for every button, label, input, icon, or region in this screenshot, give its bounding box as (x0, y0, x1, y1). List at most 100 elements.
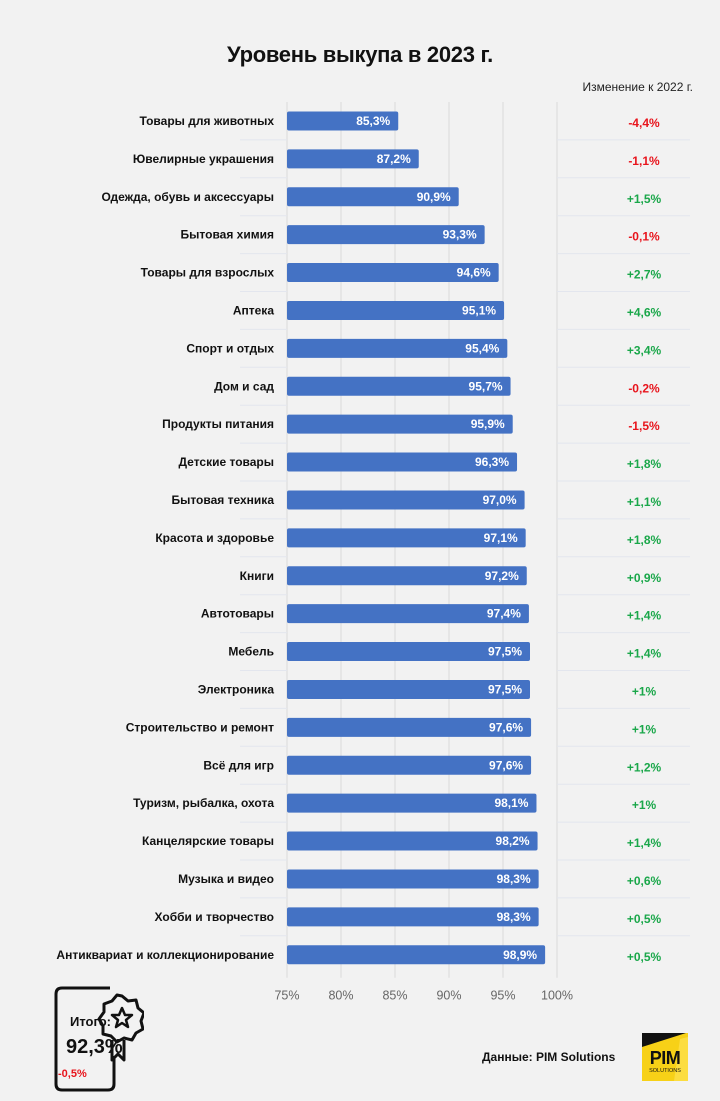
change-label: +0,6% (627, 874, 662, 888)
change-label: -1,5% (628, 419, 660, 433)
bar-value-label: 97,4% (487, 607, 521, 621)
bar (287, 945, 546, 965)
category-labels: Товары для животных Ювелирные украшения Од… (56, 114, 274, 962)
change-label: +1,4% (627, 836, 662, 850)
category-label: Бытовая химия (181, 228, 274, 242)
category-label: Антиквариат и коллекционирование (56, 948, 274, 962)
bar-value-label: 97,6% (489, 720, 523, 734)
change-label: +1% (632, 722, 657, 736)
pim-solutions-logo (642, 1033, 688, 1081)
row-separators (240, 139, 690, 937)
bar (287, 490, 525, 510)
category-label: Музыка и видео (178, 872, 274, 886)
bar (287, 717, 532, 737)
bar-value-label: 98,1% (494, 796, 528, 810)
bar-value-label: 85,3% (356, 114, 390, 128)
change-label: +1,8% (627, 533, 662, 547)
bar-chart: 85,3% 87,2% 90,9% 93,3% 94,6% 95,1% 95,4% 95,7%… (56, 102, 690, 1000)
category-label: Ювелирные украшения (133, 152, 274, 166)
change-label: +1,5% (627, 192, 662, 206)
category-label: Канцелярские товары (142, 834, 274, 848)
bar (287, 414, 513, 434)
bar-value-label: 97,0% (483, 493, 517, 507)
bar (287, 149, 419, 169)
chart-title: Уровень выкупа в 2023 г. (227, 42, 493, 67)
bar (287, 225, 485, 245)
x-tick-label: 75% (274, 989, 299, 1000)
bar (287, 528, 526, 548)
total-label: Итого: (70, 1014, 111, 1029)
change-label: -4,4% (628, 116, 660, 130)
bar (287, 604, 529, 624)
logo-text: PIM (649, 1048, 681, 1068)
bar-value-label: 98,2% (496, 834, 530, 848)
bar-value-label: 98,3% (497, 910, 531, 924)
bar-value-label: 97,5% (488, 645, 522, 659)
category-label: Бытовая техника (171, 493, 274, 507)
category-label: Красота и здоровье (155, 531, 274, 545)
category-label: Книги (240, 569, 274, 583)
category-label: Товары для животных (140, 114, 275, 128)
bar (287, 831, 538, 851)
change-label: +0,5% (627, 912, 662, 926)
bar (287, 642, 530, 662)
bar (287, 907, 539, 927)
bar-value-label: 97,5% (488, 682, 522, 696)
bar (287, 376, 511, 396)
bar-value-label: 97,6% (489, 758, 523, 772)
x-axis-ticks: 75% 80% 85% 90% 95% 100% (274, 989, 573, 1000)
bar (287, 566, 527, 586)
x-tick-label: 90% (436, 989, 461, 1000)
change-label: +3,4% (627, 343, 662, 357)
bar (287, 755, 532, 775)
bar-value-label: 95,7% (469, 379, 503, 393)
change-label: +0,5% (627, 950, 662, 964)
bar (287, 869, 539, 889)
change-label: +1,4% (627, 647, 662, 661)
x-tick-label: 95% (490, 989, 515, 1000)
bar (287, 263, 499, 283)
category-label: Детские товары (178, 455, 274, 469)
bar-value-label: 98,3% (497, 872, 531, 886)
bar (287, 111, 399, 131)
change-label: +1,8% (627, 457, 662, 471)
change-label: +1% (632, 798, 657, 812)
category-label: Товары для взрослых (141, 266, 275, 280)
bar (287, 187, 459, 207)
total-change: -0,5% (58, 1068, 87, 1080)
bar-value-label: 93,3% (443, 228, 477, 242)
change-label: +1% (632, 684, 657, 698)
category-label: Туризм, рыбалка, охота (133, 796, 274, 810)
category-label: Электроника (198, 682, 275, 696)
bar-value-label: 97,2% (485, 569, 519, 583)
change-labels: -4,4% -1,1% +1,5% -0,1% +2,7% +4,6% +3,4% -0,2%… (627, 116, 662, 964)
bar (287, 793, 537, 813)
change-label: +4,6% (627, 305, 662, 319)
bars: 85,3% 87,2% 90,9% 93,3% 94,6% 95,1% 95,4% 95,7%… (287, 111, 546, 965)
category-label: Строительство и ремонт (126, 720, 274, 734)
bar-value-label: 94,6% (457, 266, 491, 280)
bar-value-label: 95,4% (465, 341, 499, 355)
bar-value-label: 97,1% (484, 531, 518, 545)
x-tick-label: 100% (541, 989, 573, 1000)
bar-value-label: 96,3% (475, 455, 509, 469)
change-column-header: Изменение к 2022 г. (582, 80, 693, 94)
category-label: Всё для игр (203, 758, 274, 772)
category-label: Спорт и отдых (186, 341, 274, 355)
category-label: Мебель (228, 645, 274, 659)
data-source: Данные: PIM Solutions (482, 1050, 616, 1064)
change-label: +0,9% (627, 571, 662, 585)
bar-value-label: 95,1% (462, 303, 496, 317)
change-label: +1,2% (627, 760, 662, 774)
change-label: -1,1% (628, 154, 660, 168)
change-label: +2,7% (627, 268, 662, 282)
bar (287, 452, 518, 472)
category-label: Дом и сад (214, 379, 274, 393)
change-label: -0,1% (628, 230, 660, 244)
total-value: 92,3% (66, 1036, 123, 1058)
logo-subtext: SOLUTIONS (649, 1068, 681, 1074)
category-label: Продукты питания (162, 417, 274, 431)
bar (287, 338, 508, 358)
bar (287, 679, 530, 699)
change-label: +1,1% (627, 495, 662, 509)
